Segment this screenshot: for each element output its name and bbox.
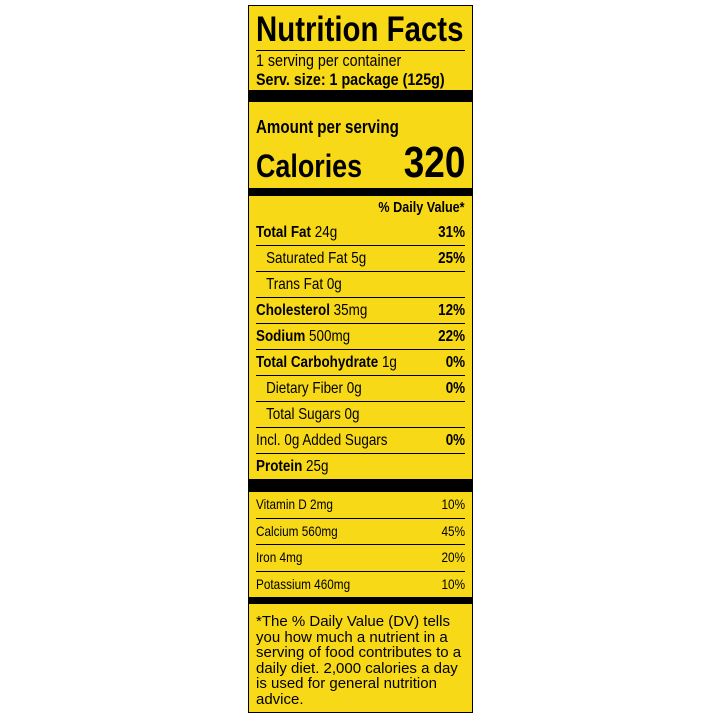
nutrient-row: Total Carbohydrate 1g 0% <box>256 349 465 375</box>
vitamin-row: Calcium 560mg 45% <box>256 517 465 545</box>
nutrient-dv: 0% <box>445 354 465 371</box>
nutrient-row: Incl. 0g Added Sugars 0% <box>256 427 465 453</box>
nutrient-label: Incl. 0g Added Sugars <box>256 428 388 453</box>
calories-value: 320 <box>403 138 465 187</box>
vitamin-name: Potassium 460mg <box>256 575 351 592</box>
nutrient-label: Protein 25g <box>256 454 328 479</box>
nutrient-row: Total Fat 24g 31% <box>256 220 465 245</box>
nutrient-dv: 0% <box>445 380 465 397</box>
nutrient-label: Trans Fat 0g <box>256 272 342 297</box>
nutrient-name: Protein <box>256 458 303 475</box>
nutrient-amount: 25g <box>306 458 329 475</box>
serving-size: Serv. size: 1 package (125g) <box>256 70 445 89</box>
vitamin-name: Calcium 560mg <box>256 522 338 539</box>
vitamin-name: Vitamin D 2mg <box>256 496 333 512</box>
nutrient-name: Trans Fat 0g <box>266 276 342 293</box>
calories-label: Calories <box>256 148 363 184</box>
vitamin-row: Potassium 460mg 10% <box>256 570 465 598</box>
nutrient-dv: 12% <box>438 302 465 319</box>
nutrient-dv: 0% <box>445 432 465 449</box>
servings-row: 1 serving per container <box>256 51 465 70</box>
nutrient-dv: 22% <box>438 328 465 345</box>
divider <box>249 188 472 196</box>
nutrient-row: Trans Fat 0g <box>256 271 465 297</box>
title: Nutrition Facts <box>256 10 464 49</box>
divider <box>249 90 472 102</box>
nutrient-dv: 31% <box>438 224 465 241</box>
nutrient-label: Total Sugars 0g <box>256 402 359 427</box>
vitamin-name: Iron 4mg <box>256 549 303 565</box>
nutrient-name: Total Sugars 0g <box>266 406 360 423</box>
amount-per-serving: Amount per serving <box>256 117 399 137</box>
vitamin-row: Vitamin D 2mg 10% <box>256 492 465 518</box>
footnote: *The % Daily Value (DV) tells you how mu… <box>256 613 462 708</box>
nutrient-label: Sodium 500mg <box>256 324 350 349</box>
nutrient-row: Saturated Fat 5g 25% <box>256 245 465 271</box>
vitamin-row: Iron 4mg 20% <box>256 544 465 571</box>
nutrient-list: Total Fat 24g 31% Saturated Fat 5g 25% Trans… <box>256 220 465 479</box>
nutrition-label: Nutrition Facts 1 serving per container … <box>248 5 473 713</box>
divider <box>249 597 472 604</box>
servings: 1 serving per container <box>256 51 402 70</box>
nutrient-name: Incl. 0g Added Sugars <box>256 432 388 449</box>
nutrient-label: Total Carbohydrate 1g <box>256 350 397 375</box>
divider <box>249 479 472 492</box>
vitamin-dv: 10% <box>441 496 465 512</box>
nutrient-label: Total Fat 24g <box>256 220 337 245</box>
vitamin-dv: 10% <box>441 575 465 592</box>
nutrient-name: Saturated Fat 5g <box>266 250 367 267</box>
nutrient-dv: 25% <box>438 250 465 267</box>
vitamin-dv: 20% <box>441 549 465 565</box>
nutrient-amount: 500mg <box>309 328 351 345</box>
nutrient-row: Total Sugars 0g <box>256 401 465 427</box>
amount-row: Amount per serving <box>256 116 465 138</box>
nutrient-label: Dietary Fiber 0g <box>256 376 362 401</box>
nutrient-row: Dietary Fiber 0g 0% <box>256 375 465 401</box>
nutrient-amount: 24g <box>314 224 338 241</box>
nutrient-amount: 35mg <box>333 302 368 319</box>
nutrient-row: Protein 25g <box>256 453 465 479</box>
nutrient-name: Dietary Fiber 0g <box>266 380 362 397</box>
nutrient-name: Total Carbohydrate <box>256 354 379 371</box>
nutrient-name: Sodium <box>256 328 306 345</box>
dv-header: % Daily Value* <box>378 199 465 216</box>
nutrient-row: Sodium 500mg 22% <box>256 323 465 349</box>
serving-size-row: Serv. size: 1 package (125g) <box>256 70 465 90</box>
calories-row: Calories 320 <box>256 138 465 188</box>
nutrient-row: Cholesterol 35mg 12% <box>256 297 465 323</box>
nutrient-name: Cholesterol <box>256 302 330 319</box>
dv-header-row: % Daily Value* <box>256 196 465 220</box>
title-row: Nutrition Facts <box>256 6 465 51</box>
nutrient-label: Cholesterol 35mg <box>256 298 367 323</box>
vitamin-dv: 45% <box>441 522 465 539</box>
nutrient-name: Total Fat <box>256 224 312 241</box>
vitamin-list: Vitamin D 2mg 10% Calcium 560mg 45% Iron 4mg… <box>256 492 465 597</box>
nutrient-amount: 1g <box>381 354 397 371</box>
nutrient-label: Saturated Fat 5g <box>256 246 366 271</box>
